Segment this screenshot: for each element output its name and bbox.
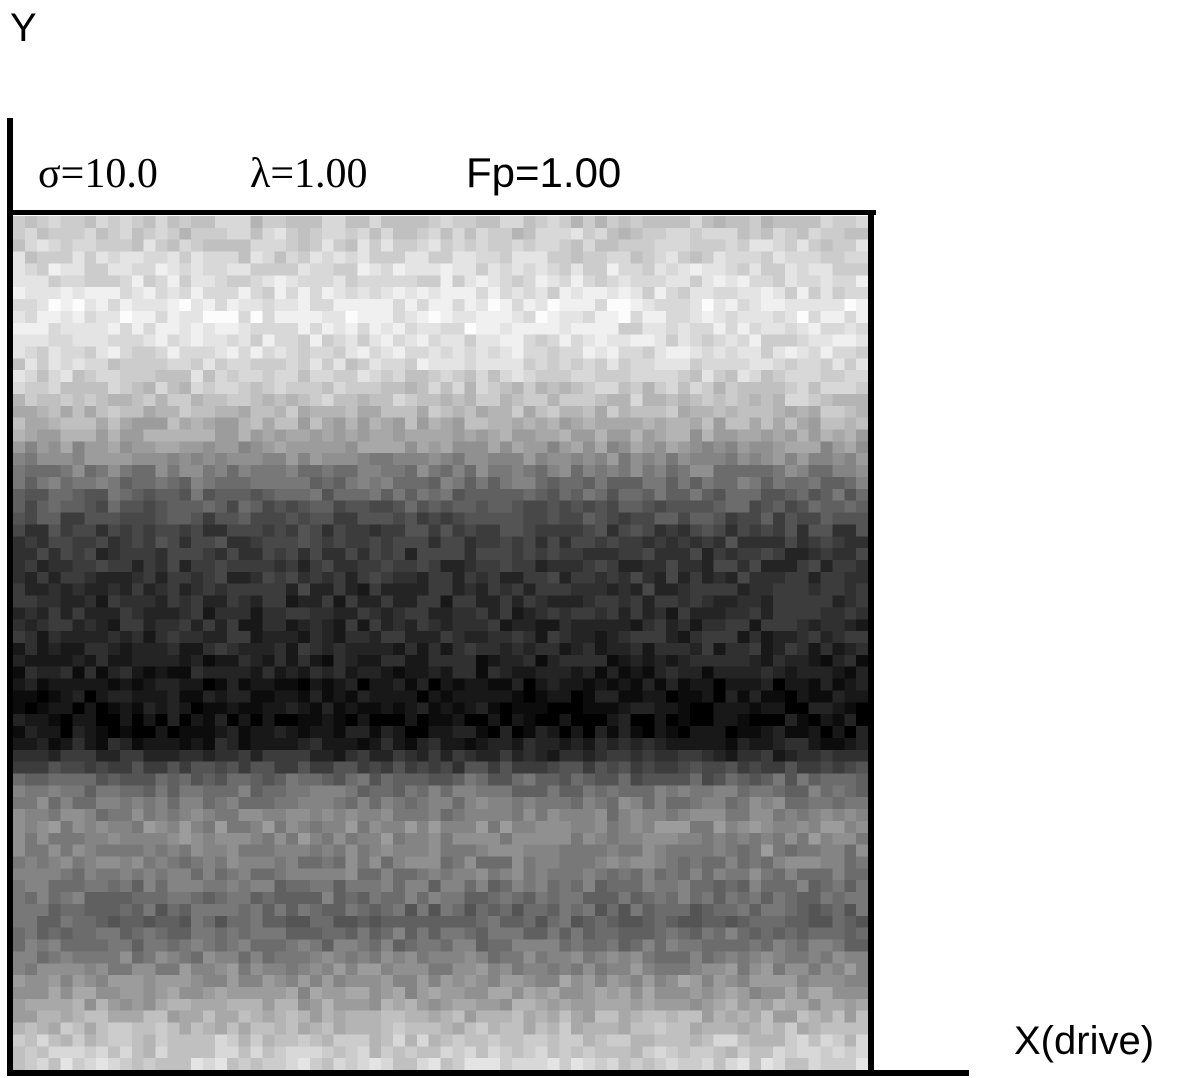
density-field <box>13 216 868 1070</box>
y-axis-line <box>7 118 13 1076</box>
x-axis-line <box>7 1070 969 1076</box>
lambda-parameter: λ=1.00 <box>250 152 368 195</box>
field-top-border <box>13 210 876 215</box>
y-axis-label: Y <box>10 6 37 50</box>
sigma-symbol: σ <box>38 151 61 197</box>
lambda-value: =1.00 <box>270 151 368 197</box>
field-right-border <box>868 210 874 1070</box>
x-axis-label: X(drive) <box>1014 1019 1155 1063</box>
sigma-value: =10.0 <box>60 151 158 197</box>
sigma-parameter: σ=10.0 <box>38 152 158 195</box>
lambda-symbol: λ <box>250 151 271 197</box>
fp-parameter: Fp=1.00 <box>466 149 622 196</box>
